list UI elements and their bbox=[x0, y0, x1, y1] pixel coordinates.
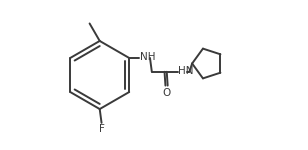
Text: HN: HN bbox=[178, 66, 194, 76]
Text: NH: NH bbox=[140, 52, 155, 62]
Text: F: F bbox=[99, 124, 104, 134]
Text: O: O bbox=[162, 88, 171, 98]
